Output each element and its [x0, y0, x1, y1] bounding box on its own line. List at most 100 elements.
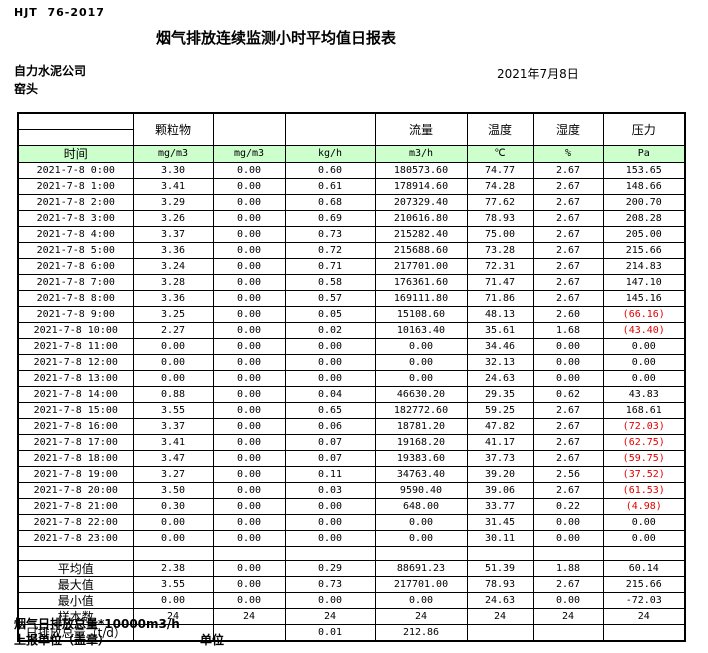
summary-row-average: 平均值 2.38 0.00 0.29 88691.23 51.39 1.88 60.14: [17, 560, 686, 577]
table-row: 2021-7-8 14:00 0.88 0.00 0.04 46630.20 29.35 0…: [17, 386, 686, 403]
value-cell: 39.20: [466, 466, 534, 483]
value-cell: 59.25: [466, 402, 534, 419]
value-cell: 3.37: [132, 226, 214, 243]
value-cell: 176361.60: [374, 274, 468, 291]
value-cell: 3.36: [132, 242, 214, 259]
header-empty-cell: [212, 112, 286, 146]
value-cell: 0.00: [212, 274, 286, 291]
table-row: 2021-7-8 17:00 3.41 0.00 0.07 19168.20 41.17 2…: [17, 434, 686, 451]
table-row: 2021-7-8 6:00 3.24 0.00 0.71 217701.00 72.31 2…: [17, 258, 686, 275]
value-cell: [466, 624, 534, 642]
value-cell: 48.13: [466, 306, 534, 323]
report-date: 2021年7月8日: [497, 67, 579, 81]
value-cell: 0.00: [284, 338, 376, 355]
value-cell: 0.00: [374, 338, 468, 355]
value-cell: 78.93: [466, 210, 534, 227]
value-cell: 2.67: [532, 450, 604, 467]
value-cell: 1.68: [532, 322, 604, 339]
value-cell: 0.00: [602, 338, 686, 355]
empty-cell: [284, 546, 376, 561]
value-cell: 2.67: [532, 402, 604, 419]
time-cell: 2021-7-8 4:00: [17, 226, 134, 243]
value-cell: 24.63: [466, 370, 534, 387]
value-cell: (72.03): [602, 418, 686, 435]
value-cell: 2.56: [532, 466, 604, 483]
unit-cell: ℃: [466, 145, 534, 163]
value-cell: 0.61: [284, 178, 376, 195]
value-cell: 147.10: [602, 274, 686, 291]
value-cell: 0.00: [374, 354, 468, 371]
value-cell: 0.00: [212, 194, 286, 211]
value-cell: 0.00: [212, 434, 286, 451]
value-cell: 0.11: [284, 466, 376, 483]
time-cell: 2021-7-8 20:00: [17, 482, 134, 499]
value-cell: 153.65: [602, 162, 686, 179]
value-cell: 0.68: [284, 194, 376, 211]
table-row: 2021-7-8 13:00 0.00 0.00 0.00 0.00 24.63 0.00 0…: [17, 370, 686, 387]
value-cell: 73.28: [466, 242, 534, 259]
time-cell: 2021-7-8 5:00: [17, 242, 134, 259]
value-cell: 215688.60: [374, 242, 468, 259]
header-flow: 流量: [374, 112, 468, 146]
value-cell: 0.00: [132, 370, 214, 387]
empty-cell: [532, 546, 604, 561]
value-cell: 2.67: [532, 258, 604, 275]
value-cell: 0.00: [284, 354, 376, 371]
table-row: 2021-7-8 21:00 0.30 0.00 0.00 648.00 33.77 0.2…: [17, 498, 686, 515]
report-table: 颗粒物 流量 温度 湿度 压力 时间 mg/m3 mg/m3 kg/h m3/h…: [17, 112, 686, 642]
value-cell: (43.40): [602, 322, 686, 339]
value-cell: 24: [466, 608, 534, 625]
value-cell: 148.66: [602, 178, 686, 195]
time-cell: 2021-7-8 0:00: [17, 162, 134, 179]
value-cell: 0.00: [212, 322, 286, 339]
value-cell: 0.58: [284, 274, 376, 291]
value-cell: 37.73: [466, 450, 534, 467]
value-cell: 0.01: [284, 624, 376, 642]
value-cell: 18781.20: [374, 418, 468, 435]
value-cell: 24: [284, 608, 376, 625]
value-cell: 35.61: [466, 322, 534, 339]
value-cell: 31.45: [466, 514, 534, 531]
value-cell: 0.00: [212, 576, 286, 593]
value-cell: 2.67: [532, 482, 604, 499]
empty-cell: [374, 546, 468, 561]
value-cell: 0.73: [284, 576, 376, 593]
time-cell: 2021-7-8 10:00: [17, 322, 134, 339]
time-cell: 2021-7-8 18:00: [17, 450, 134, 467]
value-cell: 71.47: [466, 274, 534, 291]
value-cell: 182772.60: [374, 402, 468, 419]
value-cell: 0.07: [284, 450, 376, 467]
value-cell: 0.00: [284, 592, 376, 609]
unit-cell: kg/h: [284, 145, 376, 163]
value-cell: 3.36: [132, 290, 214, 307]
value-cell: 0.00: [212, 402, 286, 419]
value-cell: 2.60: [532, 306, 604, 323]
reporting-unit-label: 上报单位（盖章）: [14, 633, 111, 647]
table-row: 2021-7-8 19:00 3.27 0.00 0.11 34763.40 39.20 2…: [17, 466, 686, 483]
value-cell: 88691.23: [374, 560, 468, 577]
value-cell: 0.00: [212, 592, 286, 609]
table-row: 2021-7-8 16:00 3.37 0.00 0.06 18781.20 47.82 2…: [17, 418, 686, 435]
time-cell: 2021-7-8 6:00: [17, 258, 134, 275]
time-cell: 2021-7-8 14:00: [17, 386, 134, 403]
time-cell: 2021-7-8 8:00: [17, 290, 134, 307]
value-cell: 3.24: [132, 258, 214, 275]
summary-label: 最小值: [17, 592, 134, 609]
value-cell: 0.60: [284, 162, 376, 179]
value-cell: 19383.60: [374, 450, 468, 467]
value-cell: 0.00: [532, 370, 604, 387]
summary-rows: 平均值 2.38 0.00 0.29 88691.23 51.39 1.88 60.14 最大值…: [17, 560, 686, 642]
value-cell: 0.62: [532, 386, 604, 403]
header-temperature: 温度: [466, 112, 534, 146]
value-cell: 0.00: [212, 306, 286, 323]
value-cell: 39.06: [466, 482, 534, 499]
table-row: 2021-7-8 9:00 3.25 0.00 0.05 15108.60 48.13 2.…: [17, 306, 686, 323]
value-cell: 3.30: [132, 162, 214, 179]
time-cell: 2021-7-8 22:00: [17, 514, 134, 531]
value-cell: (66.16): [602, 306, 686, 323]
value-cell: 169111.80: [374, 290, 468, 307]
value-cell: 24: [374, 608, 468, 625]
summary-row-daily-total: 日排放总量（t/d） 0.01 212.86: [17, 624, 686, 642]
value-cell: 205.00: [602, 226, 686, 243]
summary-label: 最大值: [17, 576, 134, 593]
